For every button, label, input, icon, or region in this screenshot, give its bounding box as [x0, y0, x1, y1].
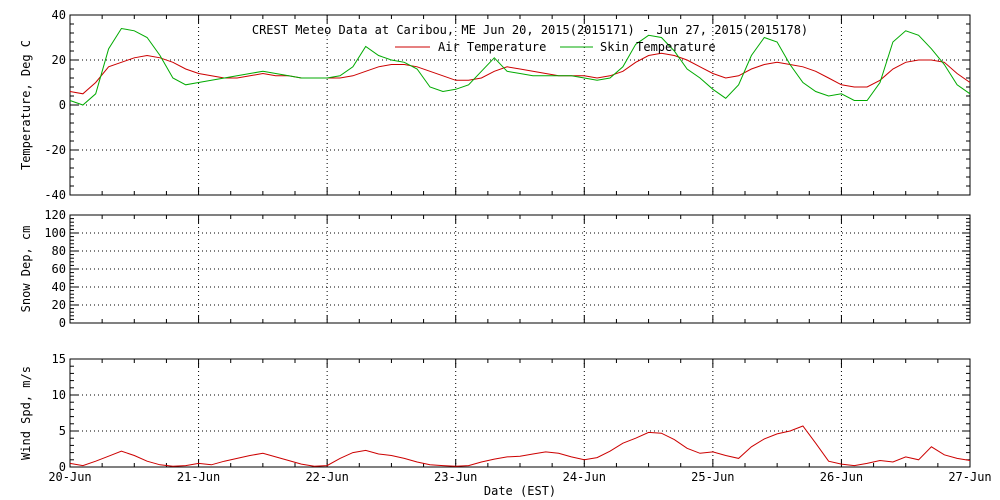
y-tick-label: 20: [52, 298, 66, 312]
x-tick-label: 26-Jun: [820, 470, 863, 484]
y-tick-label: 0: [59, 316, 66, 330]
x-tick-label: 27-Jun: [948, 470, 991, 484]
y-tick-label: 120: [44, 208, 66, 222]
x-tick-label: 23-Jun: [434, 470, 477, 484]
y-tick-label: 80: [52, 244, 66, 258]
plot-frame: [69, 358, 971, 468]
y-tick-label: 60: [52, 262, 66, 276]
x-tick-label: 22-Jun: [305, 470, 348, 484]
series-line-wind-speed: [69, 425, 971, 467]
y-axis-label: Snow Dep, cm: [19, 226, 33, 313]
legend-label-1: Skin Temperature: [600, 40, 716, 54]
x-tick-label: 24-Jun: [563, 470, 606, 484]
y-tick-label: 15: [52, 352, 66, 366]
y-tick-label: -20: [44, 143, 66, 157]
x-tick-label: 21-Jun: [177, 470, 220, 484]
chart-title: CREST Meteo Data at Caribou, ME Jun 20, …: [252, 23, 808, 37]
plot-frame: [69, 214, 971, 324]
y-tick-label: 5: [59, 424, 66, 438]
x-axis-label: Date (EST): [484, 484, 556, 498]
y-tick-label: -40: [44, 188, 66, 202]
series-line-air-temperature: [69, 52, 971, 95]
y-tick-label: 0: [59, 460, 66, 474]
plot-frame: [69, 14, 971, 196]
series-line-skin-temperature: [69, 27, 971, 106]
panels-layer: -40 -20 0 20 40 Temperature, Deg C 0 20 40 60 80 10…: [19, 8, 992, 484]
y-tick-label: 40: [52, 8, 66, 22]
x-tick-label: 20-Jun: [48, 470, 91, 484]
legend-label-0: Air Temperature: [438, 40, 546, 54]
y-tick-label: 0: [59, 98, 66, 112]
y-axis-label: Temperature, Deg C: [19, 40, 33, 170]
y-tick-label: 20: [52, 53, 66, 67]
y-tick-label: 100: [44, 226, 66, 240]
y-tick-label: 10: [52, 388, 66, 402]
y-tick-label: 40: [52, 280, 66, 294]
x-tick-label: 25-Jun: [691, 470, 734, 484]
y-axis-label: Wind Spd, m/s: [19, 366, 33, 460]
panel-0: -40 -20 0 20 40 Temperature, Deg C: [19, 8, 971, 202]
legend: Air Temperature Skin Temperature: [395, 40, 716, 54]
panel-1: 0 20 40 60 80 100 120 Snow Dep, cm: [19, 208, 971, 330]
panel-2: 0 5 10 15 Wind Spd, m/s: [19, 352, 971, 474]
